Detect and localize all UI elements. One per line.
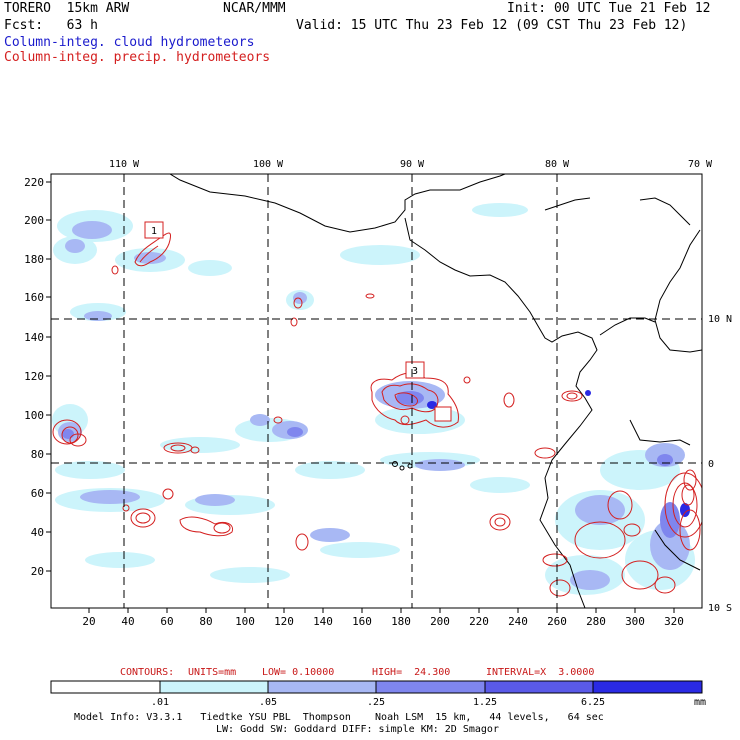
latlon-grid — [51, 174, 702, 608]
y-tick: 140 — [24, 331, 44, 344]
y-tick: 200 — [24, 214, 44, 227]
colorbar-label: 1.25 — [473, 697, 497, 708]
marker-1-label: 1 — [151, 226, 157, 237]
color-bar — [50, 680, 703, 694]
colorbar-label: .01 — [151, 697, 169, 708]
x-tick: 300 — [625, 615, 645, 628]
x-tick: 80 — [199, 615, 212, 628]
field-cloud-label: Column-integ. cloud hydrometeors — [4, 35, 255, 50]
storm-markers — [144, 221, 452, 422]
lon-label-90w: 90 W — [400, 159, 425, 170]
organization: NCAR/MMM — [223, 1, 286, 16]
y-tick: 160 — [24, 291, 44, 304]
x-tick: 200 — [430, 615, 450, 628]
axis-ticks — [46, 181, 675, 613]
contours-interval: INTERVAL=X 3.0000 — [486, 667, 595, 678]
precip-contours — [52, 232, 702, 597]
x-tick: 120 — [274, 615, 294, 628]
y-tick: 80 — [31, 448, 44, 461]
y-tick: 40 — [31, 526, 44, 539]
colorbar-label: .25 — [367, 697, 385, 708]
contours-units: UNITS=mm — [188, 667, 237, 678]
init-time: Init: 00 UTC Tue 21 Feb 12 — [507, 1, 711, 16]
model-physics: LW: Godd SW: Goddard DIFF: simple KM: 2D… — [216, 724, 499, 735]
y-tick: 120 — [24, 370, 44, 383]
model-info: Model Info: V3.3.1 Tiedtke YSU PBL Thomp… — [74, 712, 604, 723]
x-tick: 180 — [391, 615, 411, 628]
x-tick: 240 — [508, 615, 528, 628]
x-tick: 20 — [82, 615, 95, 628]
x-tick: 320 — [664, 615, 684, 628]
lat-label-10s: 10 S — [708, 603, 732, 614]
x-tick: 100 — [235, 615, 255, 628]
lon-label-100w: 100 W — [253, 159, 284, 170]
y-tick: 60 — [31, 487, 44, 500]
x-tick: 160 — [352, 615, 372, 628]
x-tick: 220 — [469, 615, 489, 628]
coastline — [169, 174, 702, 608]
lon-label-110w: 110 W — [109, 159, 140, 170]
x-tick: 40 — [121, 615, 134, 628]
model-title: TORERO 15km ARW — [4, 1, 130, 16]
forecast-hour: Fcst: 63 h — [4, 18, 98, 33]
field-precip-label: Column-integ. precip. hydrometeors — [4, 50, 271, 65]
colorbar-label: .05 — [259, 697, 277, 708]
lat-label-0: 0 — [708, 459, 714, 470]
lon-label-70w: 70 W — [688, 159, 713, 170]
valid-time: Valid: 15 UTC Thu 23 Feb 12 (09 CST Thu … — [296, 18, 688, 33]
colorbar-unit: mm — [694, 697, 706, 708]
x-tick: 260 — [547, 615, 567, 628]
y-tick: 20 — [31, 565, 44, 578]
hydrometeor-shading — [52, 203, 695, 595]
map-frame — [50, 173, 703, 609]
lat-label-10n: 10 N — [708, 314, 732, 325]
lon-label-80w: 80 W — [545, 159, 570, 170]
y-tick: 220 — [24, 176, 44, 189]
x-tick: 60 — [160, 615, 173, 628]
x-tick: 280 — [586, 615, 606, 628]
colorbar-label: 6.25 — [581, 697, 605, 708]
marker-3-label: 3 — [412, 366, 418, 377]
y-tick: 100 — [24, 409, 44, 422]
contours-low: LOW= 0.10000 — [262, 667, 335, 678]
y-tick: 180 — [24, 253, 44, 266]
contours-high: HIGH= 24.300 — [372, 667, 451, 678]
x-tick: 140 — [313, 615, 333, 628]
contours-label: CONTOURS: — [120, 667, 175, 678]
